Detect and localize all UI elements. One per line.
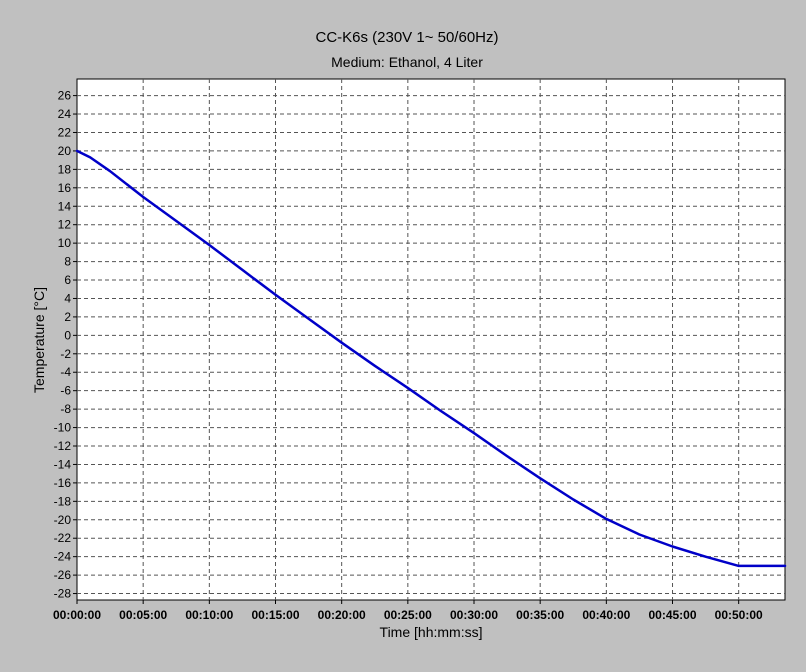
y-tick-label: 6 [64,273,71,287]
y-tick-label: 26 [58,89,72,103]
y-tick-label: 14 [58,199,72,213]
y-tick-label: 18 [58,162,72,176]
chart-title: CC-K6s (230V 1~ 50/60Hz) [315,29,498,46]
y-tick-label: 12 [58,218,72,232]
grid-lines [77,79,785,600]
y-tick-label: -28 [54,587,72,601]
y-tick-label: 22 [58,125,72,139]
x-tick-label: 00:25:00 [384,608,432,622]
x-tick-label: 00:15:00 [251,608,299,622]
y-tick-label: -6 [60,384,71,398]
y-tick-label: -22 [54,531,72,545]
x-tick-label: 00:00:00 [53,608,101,622]
y-tick-label: -24 [54,550,72,564]
series-layer [75,149,787,568]
y-tick-label: -12 [54,439,72,453]
y-tick-label: 16 [58,181,72,195]
y-tick-label: 2 [64,310,71,324]
x-axis-ticks: 00:00:00 00:05:00 00:10:00 00:15:00 00:20:00… [53,600,763,622]
y-tick-label: 20 [58,144,72,158]
chart-subtitle: Medium: Ethanol, 4 Liter [331,54,483,70]
x-tick-label: 00:05:00 [119,608,167,622]
y-tick-label: -10 [54,421,72,435]
y-tick-label: -2 [60,347,71,361]
y-tick-label: -26 [54,568,72,582]
x-tick-label: 00:10:00 [185,608,233,622]
y-tick-label: 4 [64,291,71,305]
y-tick-label: 8 [64,255,71,269]
y-tick-label: -18 [54,494,72,508]
y-axis-label: Temperature [°C] [31,287,47,393]
y-tick-label: -8 [60,402,71,416]
y-axis-ticks: 26242220181614121086420-2-4-6-8-10-12-14… [54,89,77,601]
y-tick-label: -16 [54,476,72,490]
x-tick-label: 00:45:00 [648,608,696,622]
y-tick-label: -14 [54,457,72,471]
plot-area [76,78,786,601]
y-tick-label: -4 [60,365,71,379]
x-tick-label: 00:20:00 [318,608,366,622]
x-tick-label: 00:50:00 [715,608,763,622]
y-tick-label: 0 [64,328,71,342]
x-tick-label: 00:35:00 [516,608,564,622]
x-axis-label: Time [hh:mm:ss] [380,624,483,640]
temperature-series-line [75,149,787,568]
y-tick-label: -20 [54,513,72,527]
x-tick-label: 00:40:00 [582,608,630,622]
x-tick-label: 00:30:00 [450,608,498,622]
y-tick-label: 24 [58,107,72,121]
y-tick-label: 10 [58,236,72,250]
